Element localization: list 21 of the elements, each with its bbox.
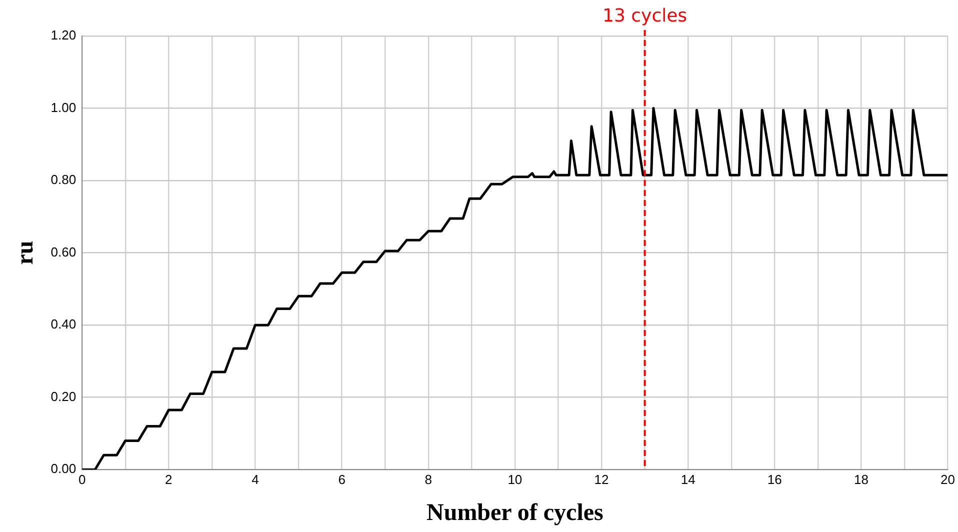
y-tick-label: 0.20 (50, 388, 76, 404)
y-tick-label: 1.00 (50, 100, 76, 115)
y-axis-title: ru (12, 240, 39, 265)
y-tick-label: 1.20 (50, 28, 76, 43)
y-tick-label: 0.40 (50, 316, 76, 332)
x-tick-label: 20 (940, 472, 956, 487)
x-tick-label: 8 (424, 472, 432, 487)
y-tick-label: 0.00 (50, 461, 76, 476)
y-tick-label: 0.80 (50, 172, 76, 188)
x-tick-label: 2 (165, 472, 172, 487)
x-tick-label: 12 (594, 472, 609, 487)
x-tick-label: 4 (252, 472, 259, 487)
x-tick-label: 18 (854, 472, 868, 487)
x-tick-label: 0 (78, 472, 86, 487)
x-tick-label: 16 (767, 472, 782, 487)
x-tick-label: 10 (508, 472, 522, 487)
x-tick-label: 6 (338, 472, 346, 487)
x-tick-label: 14 (680, 472, 696, 487)
x-axis-title: Number of cycles (426, 500, 604, 526)
ref-line-label: 13 cycles (602, 6, 688, 27)
y-tick-label: 0.60 (50, 244, 76, 260)
